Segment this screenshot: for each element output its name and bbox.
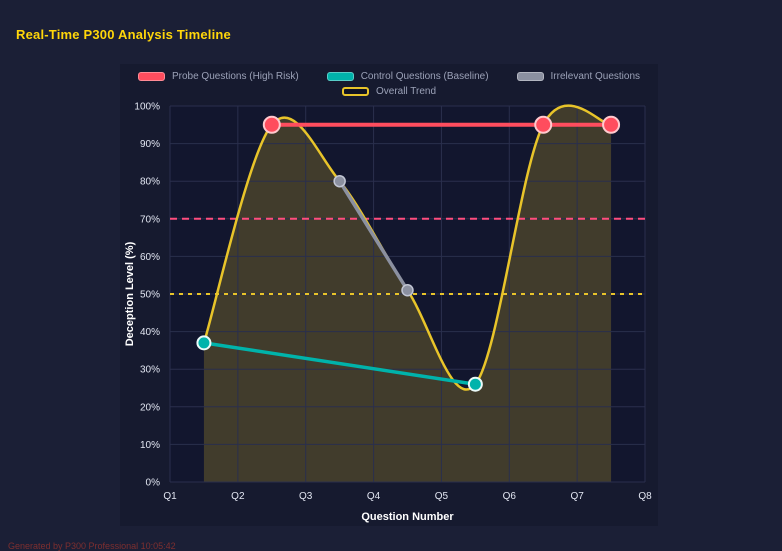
legend-item-trend[interactable]: Overall Trend [341, 86, 437, 97]
legend-row-2: Overall Trend [341, 86, 437, 97]
svg-text:Q2: Q2 [231, 491, 245, 502]
legend-label-probe: Probe Questions (High Risk) [171, 71, 299, 82]
svg-text:70%: 70% [140, 214, 160, 225]
svg-text:100%: 100% [134, 102, 160, 113]
legend-swatch-control [326, 72, 354, 81]
svg-text:Q7: Q7 [570, 491, 584, 502]
timeline-chart: 0% 10% 20% 30% 40% 50% 60% 70% 80% 90% 100% Q1 Q2 Q3 Q… [124, 102, 652, 524]
legend-label-irrelevant: Irrelevant Questions [550, 71, 641, 82]
legend-item-irrelevant[interactable]: Irrelevant Questions [516, 71, 641, 82]
svg-text:Q8: Q8 [638, 491, 652, 502]
svg-text:Q5: Q5 [435, 491, 449, 502]
svg-text:80%: 80% [140, 177, 160, 188]
legend-swatch-trend [341, 87, 369, 96]
svg-text:Q3: Q3 [299, 491, 313, 502]
svg-text:10%: 10% [140, 440, 160, 451]
legend-swatch-irrelevant [516, 72, 544, 81]
chart-panel: Probe Questions (High Risk) Control Ques… [120, 64, 658, 526]
legend-swatch-probe [137, 72, 165, 81]
svg-text:Deception Level (%): Deception Level (%) [124, 241, 136, 346]
chart-legend: Probe Questions (High Risk) Control Ques… [120, 64, 658, 97]
svg-text:0%: 0% [146, 478, 161, 489]
svg-text:30%: 30% [140, 365, 160, 376]
svg-text:60%: 60% [140, 252, 160, 263]
legend-label-control: Control Questions (Baseline) [360, 71, 489, 82]
page-title: Real-Time P300 Analysis Timeline [16, 27, 231, 42]
svg-text:40%: 40% [140, 327, 160, 338]
svg-text:50%: 50% [140, 290, 160, 301]
legend-row-1: Probe Questions (High Risk) Control Ques… [137, 71, 641, 82]
svg-text:Question Number: Question Number [361, 511, 454, 523]
svg-text:Q1: Q1 [163, 491, 177, 502]
legend-item-control[interactable]: Control Questions (Baseline) [326, 71, 489, 82]
svg-text:90%: 90% [140, 139, 160, 150]
svg-text:Q6: Q6 [503, 491, 517, 502]
footer-note: Generated by P300 Professional 10:05:42 [8, 541, 176, 551]
legend-item-probe[interactable]: Probe Questions (High Risk) [137, 71, 299, 82]
svg-text:20%: 20% [140, 402, 160, 413]
svg-text:Q4: Q4 [367, 491, 381, 502]
legend-label-trend: Overall Trend [375, 86, 437, 97]
